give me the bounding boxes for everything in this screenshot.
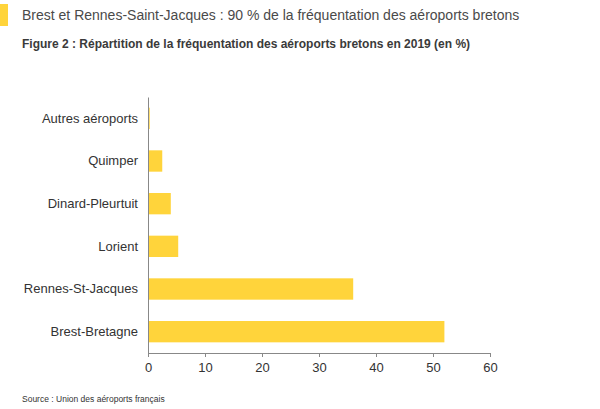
y-tick-label: Autres aéroports [42,110,139,125]
y-tick-label: Brest-Bretagne [51,324,138,339]
x-tick-label: 40 [369,360,383,375]
y-tick: Brest-Bretagne [51,324,148,339]
y-axis-line [148,98,149,354]
y-axis: Autres aéroports Quimper Dinard-Pleurtuit L… [24,98,149,354]
x-tick: 20 [255,353,269,375]
x-tick-mark [148,353,149,357]
x-tick: 50 [426,353,440,375]
x-tick-mark [262,353,263,357]
bar [148,150,162,171]
y-tick: Quimper [88,153,148,168]
y-tick: Dinard-Pleurtuit [48,196,148,211]
chart: Brest et Rennes-Saint-Jacques : 90 % de … [0,0,600,409]
y-tick-label: Rennes-St-Jacques [24,281,139,296]
source: Source : Union des aéroports français [22,394,165,404]
x-tick-label: 50 [426,360,440,375]
x-tick: 30 [312,353,326,375]
x-tick-mark [376,353,377,357]
x-tick-label: 20 [255,360,269,375]
bar [148,321,444,342]
x-tick-mark [490,353,491,357]
x-tick-label: 0 [145,360,152,375]
plot: 0 10 20 30 40 50 60 Autres aéroports Quimper Dina… [24,98,498,376]
x-axis: 0 10 20 30 40 50 60 [145,353,498,375]
y-tick-label: Dinard-Pleurtuit [48,196,139,211]
x-axis-line [149,354,491,358]
title-marker [0,4,8,26]
x-tick-mark [319,353,320,357]
x-tick-label: 10 [198,360,212,375]
title: Brest et Rennes-Saint-Jacques : 90 % de … [22,7,519,23]
x-tick: 0 [145,353,152,375]
bar [148,278,353,299]
x-tick-label: 30 [312,360,326,375]
subtitle: Figure 2 : Répartition de la fréquentati… [22,37,470,51]
y-tick-label: Quimper [88,153,139,168]
x-tick-mark [205,353,206,357]
y-tick: Rennes-St-Jacques [24,281,148,296]
x-tick-label: 60 [483,360,497,375]
bars [148,108,444,343]
y-tick: Lorient [98,238,148,253]
y-tick: Autres aéroports [42,110,148,125]
x-tick-mark [433,353,434,357]
x-tick: 10 [198,353,212,375]
bar [148,236,178,257]
x-tick: 60 [483,353,497,375]
x-tick: 40 [369,353,383,375]
y-tick-label: Lorient [98,238,138,253]
bar [148,193,171,214]
